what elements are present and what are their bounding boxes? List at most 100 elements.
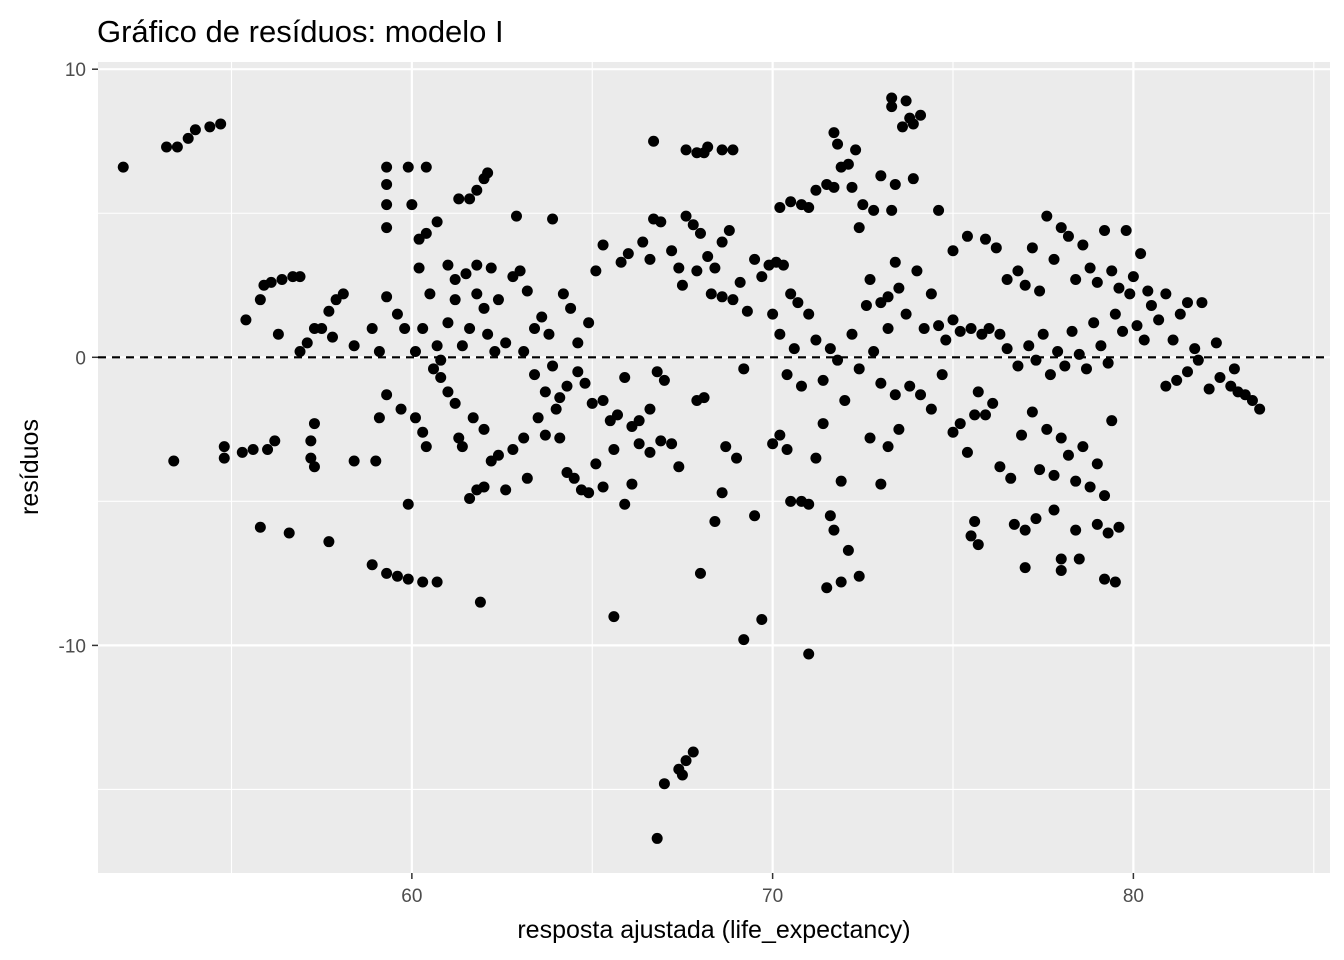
data-point [471,184,483,196]
data-point [1106,415,1118,427]
data-point [622,248,634,260]
data-point [947,314,959,326]
data-point [518,346,530,358]
data-point [680,210,692,222]
data-point [886,92,898,104]
data-point [954,325,966,337]
data-point [709,516,721,528]
data-point [305,452,317,464]
y-tick-label: 0 [75,348,86,369]
data-point [608,443,620,455]
data-point [969,409,981,421]
data-point [785,495,797,507]
data-point [471,259,483,271]
data-point [294,346,306,358]
data-point [1210,337,1222,349]
data-point [842,544,854,556]
data-point [1145,299,1157,311]
data-point [272,328,284,340]
data-point [893,423,905,435]
data-point [247,443,259,455]
data-point [391,308,403,320]
x-tick-label: 80 [1123,886,1144,907]
data-point [615,256,627,268]
data-point [846,181,858,193]
data-point [431,340,443,352]
data-point [395,403,407,415]
data-point [633,415,645,427]
data-point [500,484,512,496]
data-point [453,432,465,444]
data-point [1246,395,1258,407]
data-point [1048,504,1060,516]
data-point [536,311,548,323]
data-point [889,389,901,401]
data-point [489,346,501,358]
data-point [381,567,393,579]
data-point [875,377,887,389]
data-point [853,363,865,375]
data-point [947,426,959,438]
data-point [399,322,411,334]
data-point [994,461,1006,473]
data-point [716,144,728,156]
data-point [1012,360,1024,372]
data-point [474,596,486,608]
data-point [907,118,919,130]
data-point [532,412,544,424]
data-point [1080,363,1092,375]
data-point [431,576,443,588]
data-point [597,239,609,251]
data-point [464,193,476,205]
data-point [702,141,714,153]
data-point [676,279,688,291]
data-point [828,524,840,536]
data-point [420,227,432,239]
data-point [381,222,393,234]
data-point [727,294,739,306]
data-point [896,121,908,133]
data-point [965,530,977,542]
data-point [409,346,421,358]
data-point [1059,360,1071,372]
data-point [803,648,815,660]
data-point [900,308,912,320]
data-point [1109,308,1121,320]
data-point [326,331,338,343]
data-point [886,204,898,216]
data-point [1192,354,1204,366]
data-point [381,389,393,401]
data-point [915,109,927,121]
data-point [323,536,335,548]
data-point [435,354,447,366]
data-point [803,201,815,213]
data-point [402,573,414,585]
data-point [171,141,183,153]
data-point [417,426,429,438]
data-point [839,395,851,407]
data-point [449,397,461,409]
data-point [366,559,378,571]
data-point [583,487,595,499]
data-point [1062,230,1074,242]
data-point [1091,276,1103,288]
data-point [1113,521,1125,533]
data-point [853,570,865,582]
data-point [1023,340,1035,352]
y-tick-label: 10 [65,60,86,81]
data-point [1055,222,1067,234]
data-point [1095,340,1107,352]
data-point [767,438,779,450]
data-point [189,124,201,136]
data-point [402,498,414,510]
data-point [565,302,577,314]
data-point [925,403,937,415]
data-point [1030,354,1042,366]
data-point [756,613,768,625]
data-point [792,297,804,309]
data-point [117,161,129,173]
data-point [1102,357,1114,369]
data-point [1142,285,1154,297]
y-axis-label: resíduos [16,419,44,515]
data-point [529,369,541,381]
